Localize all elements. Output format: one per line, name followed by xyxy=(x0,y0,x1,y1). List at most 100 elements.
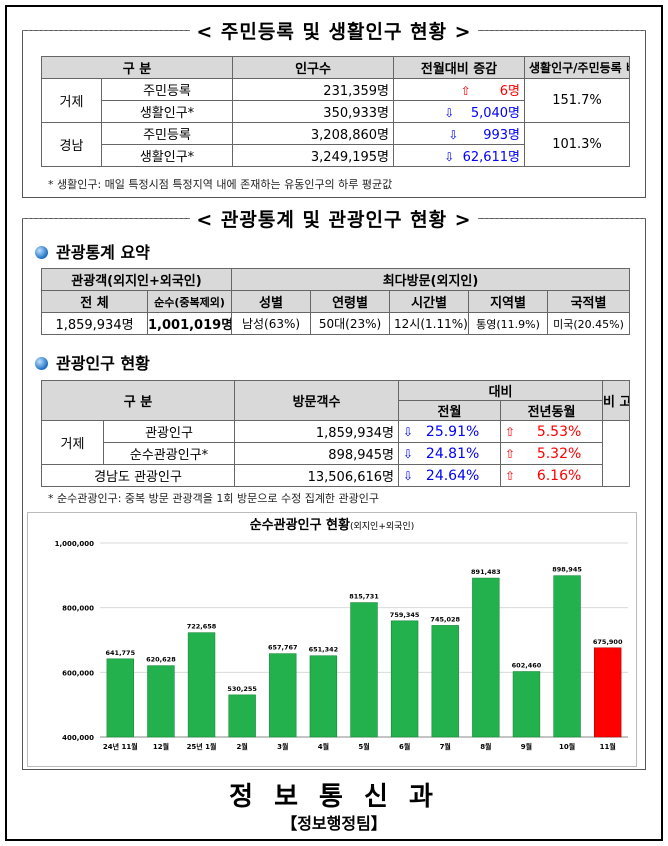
bar xyxy=(309,655,338,738)
down-arrow-icon: ⇩ xyxy=(403,424,414,439)
x-tick-label: 25년 1월 xyxy=(187,742,217,751)
tourism-table: 구 분 방문객수 대비 비 고 전월 전년동월 거제 관광인구 1,859,93… xyxy=(40,380,631,487)
x-tick-label: 10월 xyxy=(559,742,575,751)
x-tick-label: 9월 xyxy=(521,742,532,751)
pop-cell: 3,208,860명 xyxy=(232,122,395,145)
y-tick-label: 800,000 xyxy=(62,605,94,613)
change-cell: ⇩ 993명 xyxy=(393,122,526,145)
section2-title: < 관광통계 및 관광인구 현황 > xyxy=(0,205,668,232)
mom-cell: ⇩ 25.91% xyxy=(398,420,502,443)
x-tick-label: 7월 xyxy=(440,742,451,751)
x-tick-label: 4월 xyxy=(318,742,329,751)
change-value: 62,611명 xyxy=(462,150,521,165)
team-name: 【정보행정팀】 xyxy=(281,814,387,833)
x-tick-label: 11월 xyxy=(600,742,616,751)
col-nationality: 국적별 xyxy=(547,290,631,313)
down-arrow-icon: ⇩ xyxy=(403,468,414,483)
x-tick-label: 2월 xyxy=(236,742,247,751)
pop-cell: 3,249,195명 xyxy=(232,144,395,167)
mom-cell: ⇩ 24.81% xyxy=(398,442,502,465)
col-time: 시간별 xyxy=(389,290,470,313)
col-visitors: 방문객수 xyxy=(234,380,400,421)
mom-cell: ⇩ 24.64% xyxy=(398,464,502,487)
label-cell: 관광인구 xyxy=(102,420,236,443)
visitors-cell: 898,945명 xyxy=(234,442,400,465)
change-cell: ⇩ 5,040명 xyxy=(393,100,526,123)
population-table: 구 분 인구수 전월대비 증감 생활인구/주민등록 비율 거제 주민등록 231… xyxy=(40,56,631,167)
x-tick-label: 6월 xyxy=(399,742,410,751)
col-region: 지역별 xyxy=(468,290,549,313)
summary-cell: 12시(1.11%) xyxy=(389,312,470,335)
col-prev-year: 전년동월 xyxy=(500,400,604,421)
footnote: * 순수관광인구: 중복 방문 관광객을 1회 방문으로 수정 집계한 관광인구 xyxy=(48,492,380,505)
department-name: 정 보 통 신 과 xyxy=(229,782,439,812)
ratio-cell: 101.3% xyxy=(524,122,631,167)
region-cell: 거제 xyxy=(41,420,104,465)
down-arrow-icon: ⇩ xyxy=(403,446,414,461)
bar xyxy=(269,653,297,738)
pop-cell: 350,933명 xyxy=(232,100,395,123)
col-gender: 성별 xyxy=(231,290,312,313)
change-value: 6명 xyxy=(499,84,521,99)
yoy-cell: ⇧ 5.53% xyxy=(500,420,604,443)
summary-heading: 관광통계 요약 xyxy=(35,239,150,263)
table-row: 1,859,934명 1,001,019명 남성(63%) 50대(23%) 1… xyxy=(41,312,631,335)
y-tick-label: 400,000 xyxy=(62,734,94,742)
section1-title: < 주민등록 및 생활인구 현황 > xyxy=(0,17,668,44)
x-tick-label: 24년 11월 xyxy=(103,742,138,751)
bar xyxy=(593,647,622,738)
up-arrow-icon: ⇧ xyxy=(505,446,516,461)
visitors-cell: 1,859,934명 xyxy=(234,420,400,443)
col-category: 구 분 xyxy=(40,380,236,421)
data-label: 530,255 xyxy=(227,685,257,693)
summary-cell: 1,001,019명 xyxy=(146,312,233,335)
y-tick-label: 600,000 xyxy=(62,669,94,677)
yoy-cell: ⇧ 6.16% xyxy=(500,464,604,487)
col-category: 구 분 xyxy=(40,56,234,79)
tourism-chart: 순수관광인구 현황(외지인+외국인) 400,000 600,000 800,000… xyxy=(27,512,637,767)
note-cell xyxy=(602,420,631,487)
bar xyxy=(187,632,216,738)
bar xyxy=(228,694,256,738)
summary-table: 관광객(외지인+외국인) 최다방문(외지인) 전 체 순수(중복제외) 성별 연… xyxy=(40,268,631,335)
group-top-visit: 최다방문(외지인) xyxy=(231,268,631,291)
col-change: 전월대비 증감 xyxy=(393,56,526,79)
col-ratio: 생활인구/주민등록 비율 xyxy=(524,56,631,79)
table-row: 생활인구* 3,249,195명 ⇩ 62,611명 xyxy=(42,144,630,167)
data-label: 745,028 xyxy=(430,615,460,623)
summary-cell: 1,859,934명 xyxy=(41,312,148,335)
col-prev-month: 전월 xyxy=(398,400,502,421)
summary-cell: 남성(63%) xyxy=(231,312,312,335)
type-cell: 생활인구* xyxy=(100,144,234,167)
data-label: 898,945 xyxy=(552,566,582,574)
x-tick-label: 5월 xyxy=(358,742,369,751)
x-tick-label: 3월 xyxy=(277,742,288,751)
data-label: 759,345 xyxy=(390,611,420,619)
yoy-cell: ⇧ 5.32% xyxy=(500,442,604,465)
status-heading: 관광인구 현황 xyxy=(35,350,150,374)
up-arrow-icon: ⇧ xyxy=(460,84,471,98)
data-label: 641,775 xyxy=(106,649,136,657)
bar xyxy=(512,671,541,738)
pop-cell: 231,359명 xyxy=(232,78,395,101)
change-cell: ⇧ 6명 xyxy=(393,78,526,101)
col-population: 인구수 xyxy=(232,56,395,79)
data-label: 651,342 xyxy=(309,646,339,654)
col-unique: 순수(중복제외) xyxy=(146,290,233,313)
bar xyxy=(106,658,135,738)
table-row: 거제 주민등록 231,359명 ⇧ 6명 151.7% xyxy=(41,78,631,123)
summary-cell: 미국(20.45%) xyxy=(547,312,631,335)
bullet-icon xyxy=(35,357,48,370)
bar xyxy=(553,575,581,738)
type-cell: 생활인구* xyxy=(100,100,234,123)
table-row: 경남도 관광인구 13,506,616명 ⇩ 24.64% ⇧ 6.16% xyxy=(40,464,630,487)
data-label: 675,900 xyxy=(593,638,623,646)
label-cell: 경남도 관광인구 xyxy=(40,464,236,487)
col-compare: 대비 xyxy=(398,380,604,401)
up-arrow-icon: ⇧ xyxy=(505,468,516,483)
y-tick-label: 1,000,000 xyxy=(55,540,95,548)
region-cell: 경남 xyxy=(41,122,102,167)
table-row: 순수관광인구* 898,945명 ⇩ 24.81% ⇧ 5.32% xyxy=(42,442,630,465)
down-arrow-icon: ⇩ xyxy=(448,128,459,142)
footnote: * 생활인구: 매일 특정시점 특정지역 내에 존재하는 유동인구의 하루 평균… xyxy=(48,178,393,191)
